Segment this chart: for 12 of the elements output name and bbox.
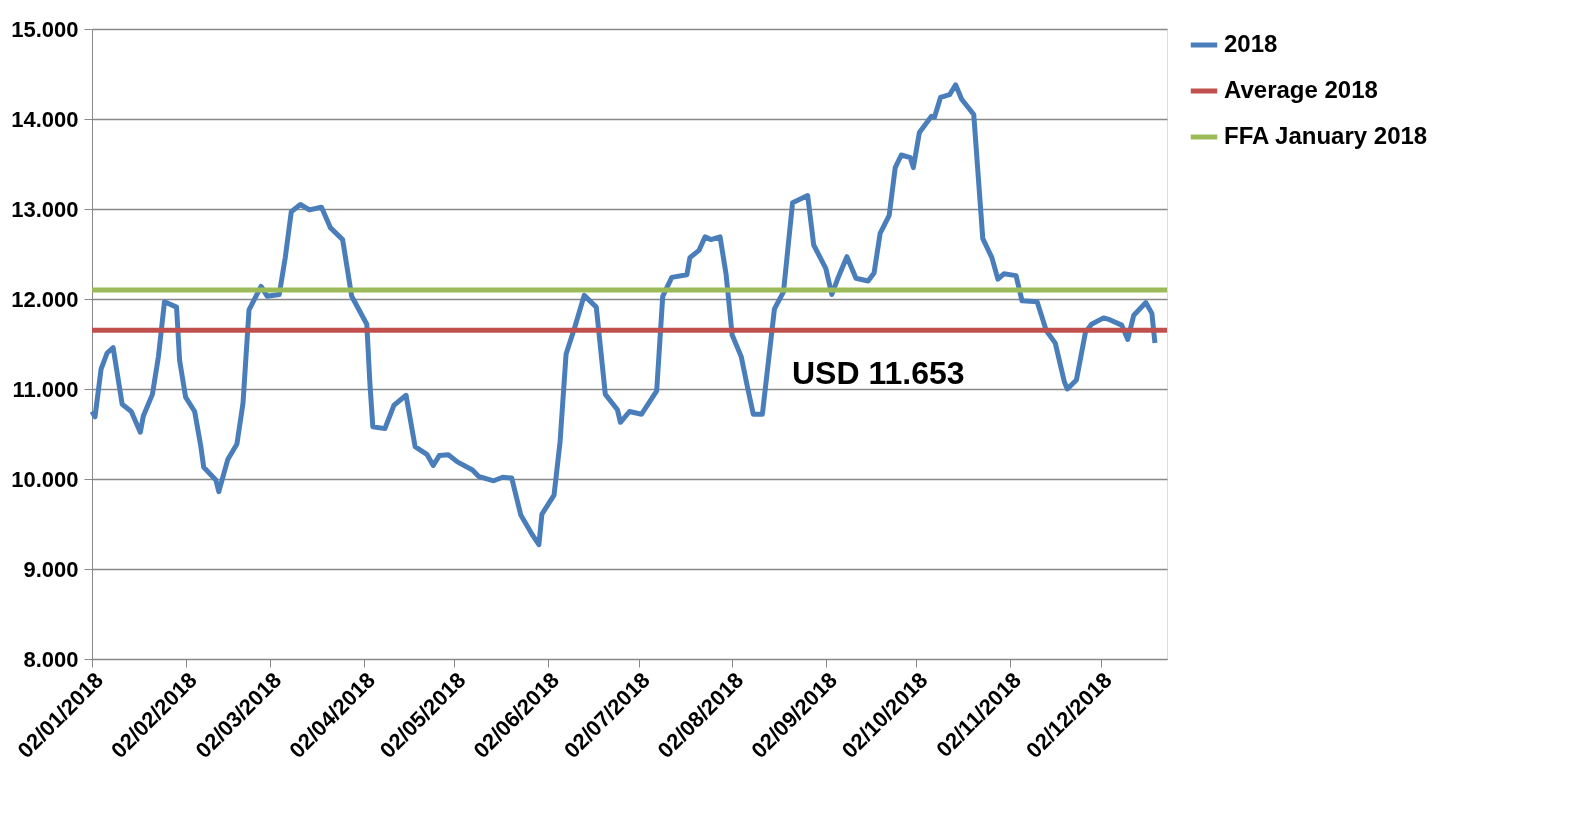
y-tick-label: 14.000 bbox=[11, 106, 79, 132]
y-tick-label: 8.000 bbox=[23, 646, 79, 672]
annotation: USD 11.653 bbox=[792, 355, 965, 391]
y-tick-label: 15.000 bbox=[11, 16, 79, 42]
y-tick-label: 12.000 bbox=[11, 286, 79, 312]
legend-label: Average 2018 bbox=[1224, 76, 1378, 103]
y-tick-label: 13.000 bbox=[11, 196, 79, 222]
y-tick-label: 11.000 bbox=[12, 376, 79, 402]
y-tick-label: 9.000 bbox=[23, 556, 79, 582]
legend-label: 2018 bbox=[1224, 30, 1278, 57]
legend-label: FFA January 2018 bbox=[1224, 122, 1428, 149]
y-tick-label: 10.000 bbox=[11, 466, 79, 492]
